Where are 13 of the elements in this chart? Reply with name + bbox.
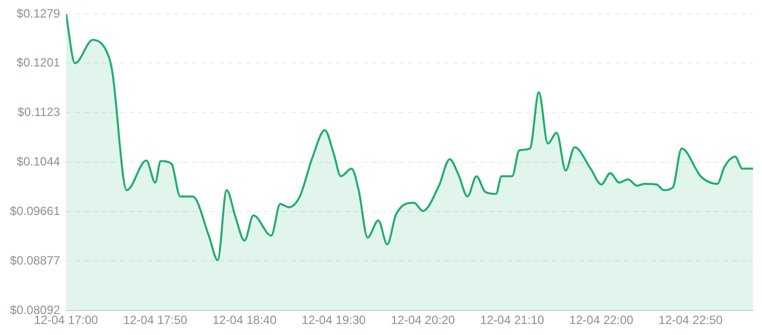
y-tick-label: $0.1044: [16, 154, 60, 169]
x-tick-label: 12-04 18:40: [212, 313, 277, 328]
x-tick-label: 12-04 17:50: [123, 313, 188, 328]
y-tick-label: $0.1279: [16, 6, 60, 20]
y-tick-label: $0.09661: [10, 204, 60, 218]
x-tick-label: 12-04 20:20: [390, 313, 456, 328]
x-tick-label: 12-04 19:30: [302, 313, 366, 328]
y-tick-label: $0.08877: [10, 253, 60, 268]
x-tick-label: 12-04 21:10: [480, 313, 544, 328]
y-tick-label: $0.1123: [18, 104, 60, 119]
x-tick-label: 12-04 22:00: [569, 313, 634, 328]
y-tick-label: $0.1201: [16, 56, 60, 70]
x-tick-label: 12-04 22:50: [658, 313, 723, 328]
